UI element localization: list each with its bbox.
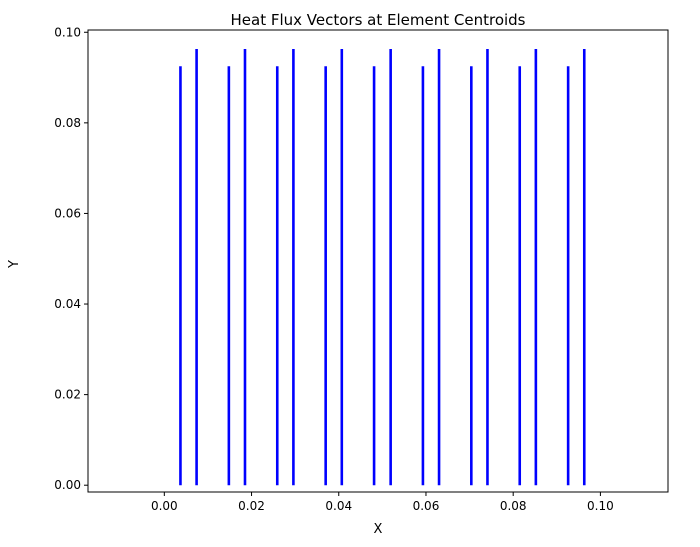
y-tick-label: 0.10 bbox=[54, 25, 81, 39]
x-tick-label: 0.08 bbox=[500, 499, 527, 513]
x-axis: 0.00 0.02 0.04 0.06 0.08 0.10 bbox=[151, 492, 614, 513]
x-tick-label: 0.10 bbox=[587, 499, 614, 513]
y-tick-label: 0.06 bbox=[54, 206, 81, 220]
x-tick-label: 0.04 bbox=[325, 499, 352, 513]
y-axis-label: Y bbox=[7, 260, 22, 269]
vectors-group bbox=[179, 49, 586, 486]
y-tick-label: 0.08 bbox=[54, 116, 81, 130]
x-tick-label: 0.06 bbox=[413, 499, 440, 513]
x-axis-label: X bbox=[374, 522, 383, 537]
y-tick-label: 0.04 bbox=[54, 297, 81, 311]
y-tick-label: 0.00 bbox=[54, 478, 81, 492]
x-tick-label: 0.02 bbox=[238, 499, 265, 513]
y-tick-label: 0.02 bbox=[54, 388, 81, 402]
chart-title: Heat Flux Vectors at Element Centroids bbox=[231, 11, 526, 29]
x-tick-label: 0.00 bbox=[151, 499, 178, 513]
plot-frame bbox=[87, 29, 669, 493]
y-axis: 0.00 0.02 0.04 0.06 0.08 0.10 bbox=[54, 25, 88, 492]
